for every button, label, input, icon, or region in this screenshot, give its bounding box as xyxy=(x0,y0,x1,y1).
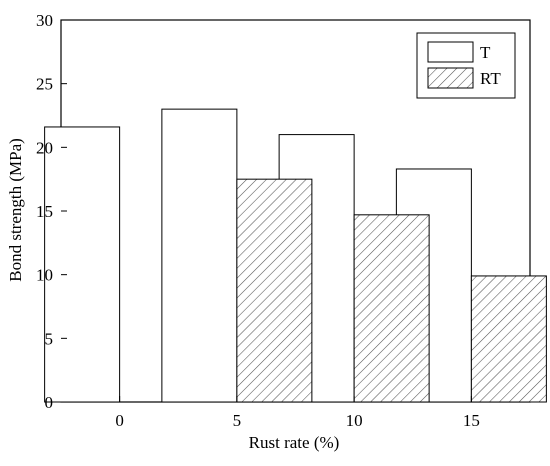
legend-label-t: T xyxy=(480,43,491,62)
x-tick-label: 10 xyxy=(346,411,363,430)
y-tick-label: 10 xyxy=(36,266,53,285)
y-tick-label: 30 xyxy=(36,11,53,30)
x-tick-label: 5 xyxy=(233,411,242,430)
legend-swatch-rt xyxy=(427,67,474,89)
y-tick-label: 0 xyxy=(45,393,54,412)
legend-swatch-t xyxy=(427,41,474,63)
bar-rt-5 xyxy=(236,178,313,403)
bar-rt-15 xyxy=(470,275,547,403)
x-tick-label: 0 xyxy=(115,411,124,430)
bar-t-5 xyxy=(161,108,238,403)
y-tick-label: 20 xyxy=(36,138,53,157)
x-axis-title: Rust rate (%) xyxy=(249,433,340,452)
y-tick-label: 5 xyxy=(45,329,54,348)
legend: T RT xyxy=(416,32,516,99)
x-tick-label: 15 xyxy=(463,411,480,430)
legend-label-rt: RT xyxy=(480,69,501,88)
y-tick-label: 15 xyxy=(36,202,53,221)
y-tick-label: 25 xyxy=(36,75,53,94)
y-axis-title: Bond strength (MPa) xyxy=(6,138,25,282)
bar-rt-10 xyxy=(353,214,430,403)
bar-t-0 xyxy=(44,126,121,403)
